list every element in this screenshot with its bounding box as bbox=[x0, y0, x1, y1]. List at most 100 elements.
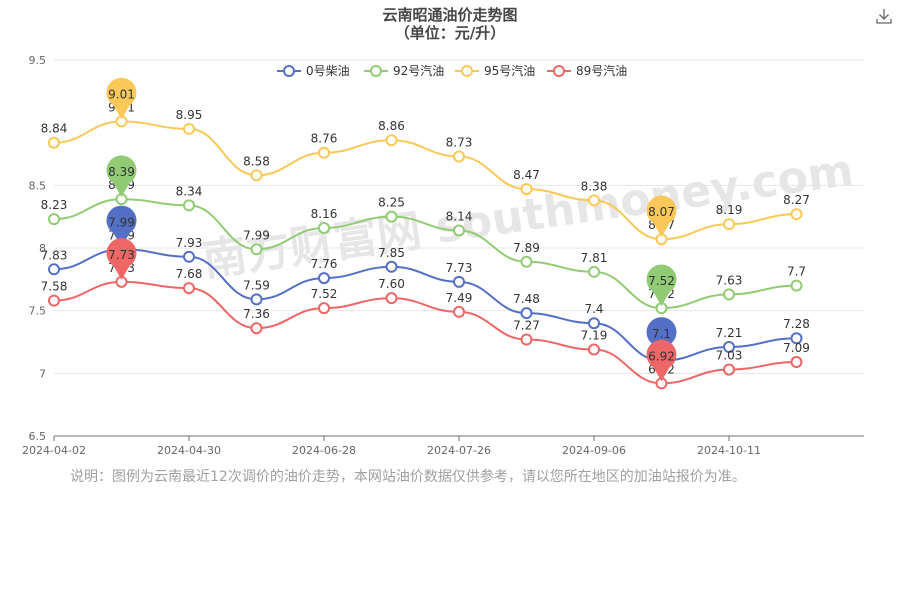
marker-value: 7.99 bbox=[108, 215, 135, 229]
data-point[interactable] bbox=[790, 332, 803, 345]
marker-pin bbox=[646, 317, 677, 359]
chart-title: 云南昭通油价走势图 bbox=[382, 6, 517, 24]
data-point[interactable] bbox=[250, 293, 263, 306]
data-label: 8.14 bbox=[446, 209, 473, 223]
series-line bbox=[53, 280, 797, 385]
data-label: 7.76 bbox=[311, 257, 338, 271]
legend-item[interactable]: 92号汽油 bbox=[364, 63, 444, 78]
data-label: 8.19 bbox=[716, 203, 743, 217]
max-marker: 7.99 bbox=[106, 205, 137, 248]
data-label: 7.89 bbox=[513, 241, 540, 255]
legend-label: 0号柴油 bbox=[306, 64, 350, 78]
y-tick-label: 9.5 bbox=[29, 54, 47, 67]
marker-value: 7.73 bbox=[108, 248, 135, 262]
data-point[interactable] bbox=[588, 317, 600, 330]
data-label: 7.4 bbox=[584, 302, 603, 316]
data-point[interactable] bbox=[385, 134, 398, 147]
data-point[interactable] bbox=[183, 122, 195, 135]
data-point[interactable] bbox=[250, 169, 263, 182]
max-min-markers: 7.99 7.1 8.39 7.52 9.01 8.07 7.73 6.92 bbox=[106, 77, 677, 382]
data-label: 8.23 bbox=[41, 198, 68, 212]
download-icon[interactable] bbox=[874, 6, 894, 26]
data-point[interactable] bbox=[520, 183, 533, 196]
data-point[interactable] bbox=[48, 263, 60, 276]
data-label: 7.52 bbox=[311, 287, 338, 301]
data-point[interactable] bbox=[385, 260, 398, 273]
legend-label: 95号汽油 bbox=[484, 63, 535, 78]
data-label: 7.85 bbox=[378, 246, 405, 260]
data-point[interactable] bbox=[385, 292, 398, 305]
marker-value: 7.52 bbox=[648, 274, 675, 288]
data-label: 8.16 bbox=[311, 207, 338, 221]
data-point[interactable] bbox=[318, 146, 330, 159]
data-label: 7.83 bbox=[41, 248, 68, 262]
data-point[interactable] bbox=[318, 221, 330, 234]
data-point[interactable] bbox=[790, 279, 803, 292]
marker-value: 9.01 bbox=[108, 87, 135, 101]
data-point[interactable] bbox=[453, 305, 465, 318]
x-tick-label: 2024-04-30 bbox=[157, 444, 221, 457]
marker-pin bbox=[646, 195, 677, 238]
legend-symbol bbox=[461, 65, 473, 77]
x-tick-label: 2024-07-26 bbox=[427, 444, 491, 457]
marker-pin bbox=[646, 339, 677, 382]
data-point[interactable] bbox=[520, 307, 533, 320]
marker-pin bbox=[106, 77, 137, 120]
data-label: 7.48 bbox=[513, 292, 540, 306]
marker-value: 8.07 bbox=[648, 205, 675, 219]
data-point[interactable] bbox=[520, 333, 533, 346]
data-point[interactable] bbox=[250, 322, 263, 335]
data-point[interactable] bbox=[588, 265, 600, 278]
marker-pin bbox=[646, 264, 677, 307]
data-point[interactable] bbox=[588, 343, 600, 356]
data-point[interactable] bbox=[183, 282, 195, 295]
legend[interactable]: 0号柴油 92号汽油 95号汽油 89号汽油 bbox=[277, 63, 627, 78]
data-point[interactable] bbox=[723, 288, 735, 301]
data-point[interactable] bbox=[723, 363, 735, 376]
data-point[interactable] bbox=[48, 136, 60, 149]
max-marker: 8.39 bbox=[106, 155, 137, 198]
data-point[interactable] bbox=[453, 150, 465, 163]
data-point[interactable] bbox=[790, 208, 803, 221]
data-label: 8.27 bbox=[783, 193, 810, 207]
marker-value: 8.39 bbox=[108, 165, 135, 179]
data-point[interactable] bbox=[385, 210, 398, 223]
data-point[interactable] bbox=[723, 341, 735, 354]
data-label: 7.73 bbox=[446, 261, 473, 275]
legend-item[interactable]: 89号汽油 bbox=[547, 63, 627, 78]
data-label: 8.76 bbox=[311, 132, 338, 146]
data-point[interactable] bbox=[790, 356, 803, 369]
legend-item[interactable]: 0号柴油 bbox=[277, 64, 350, 78]
y-tick-label: 6.5 bbox=[29, 430, 47, 443]
data-point[interactable] bbox=[588, 194, 600, 207]
y-tick-label: 7.5 bbox=[29, 305, 47, 318]
data-label: 7.19 bbox=[581, 329, 608, 343]
data-point[interactable] bbox=[453, 224, 465, 237]
data-label: 7.93 bbox=[176, 236, 203, 250]
data-label: 8.34 bbox=[176, 184, 203, 198]
data-point[interactable] bbox=[318, 302, 330, 315]
data-point[interactable] bbox=[520, 255, 533, 268]
data-point[interactable] bbox=[183, 250, 195, 263]
data-label: 7.60 bbox=[378, 277, 405, 291]
data-label: 7.63 bbox=[716, 273, 743, 287]
data-point[interactable] bbox=[318, 272, 330, 285]
data-label: 8.25 bbox=[378, 196, 405, 210]
data-point[interactable] bbox=[453, 275, 465, 288]
data-label: 7.09 bbox=[783, 341, 810, 355]
chart-note: 说明：图例为云南最近12次调价的油价走势，本网站油价数据仅供参考，请以您所在地区… bbox=[70, 469, 746, 485]
data-point[interactable] bbox=[183, 199, 195, 212]
legend-item[interactable]: 95号汽油 bbox=[455, 63, 535, 78]
y-tick-label: 7 bbox=[39, 367, 46, 380]
data-point[interactable] bbox=[48, 294, 60, 307]
data-label: 8.84 bbox=[41, 122, 68, 136]
data-label: 7.7 bbox=[787, 265, 806, 279]
marker-value: 6.92 bbox=[648, 349, 675, 363]
data-point[interactable] bbox=[250, 243, 263, 256]
data-label: 7.81 bbox=[581, 251, 608, 265]
data-point[interactable] bbox=[723, 218, 735, 231]
data-point[interactable] bbox=[48, 213, 60, 226]
data-label: 8.58 bbox=[243, 154, 270, 168]
x-tick-label: 2024-06-28 bbox=[292, 444, 356, 457]
